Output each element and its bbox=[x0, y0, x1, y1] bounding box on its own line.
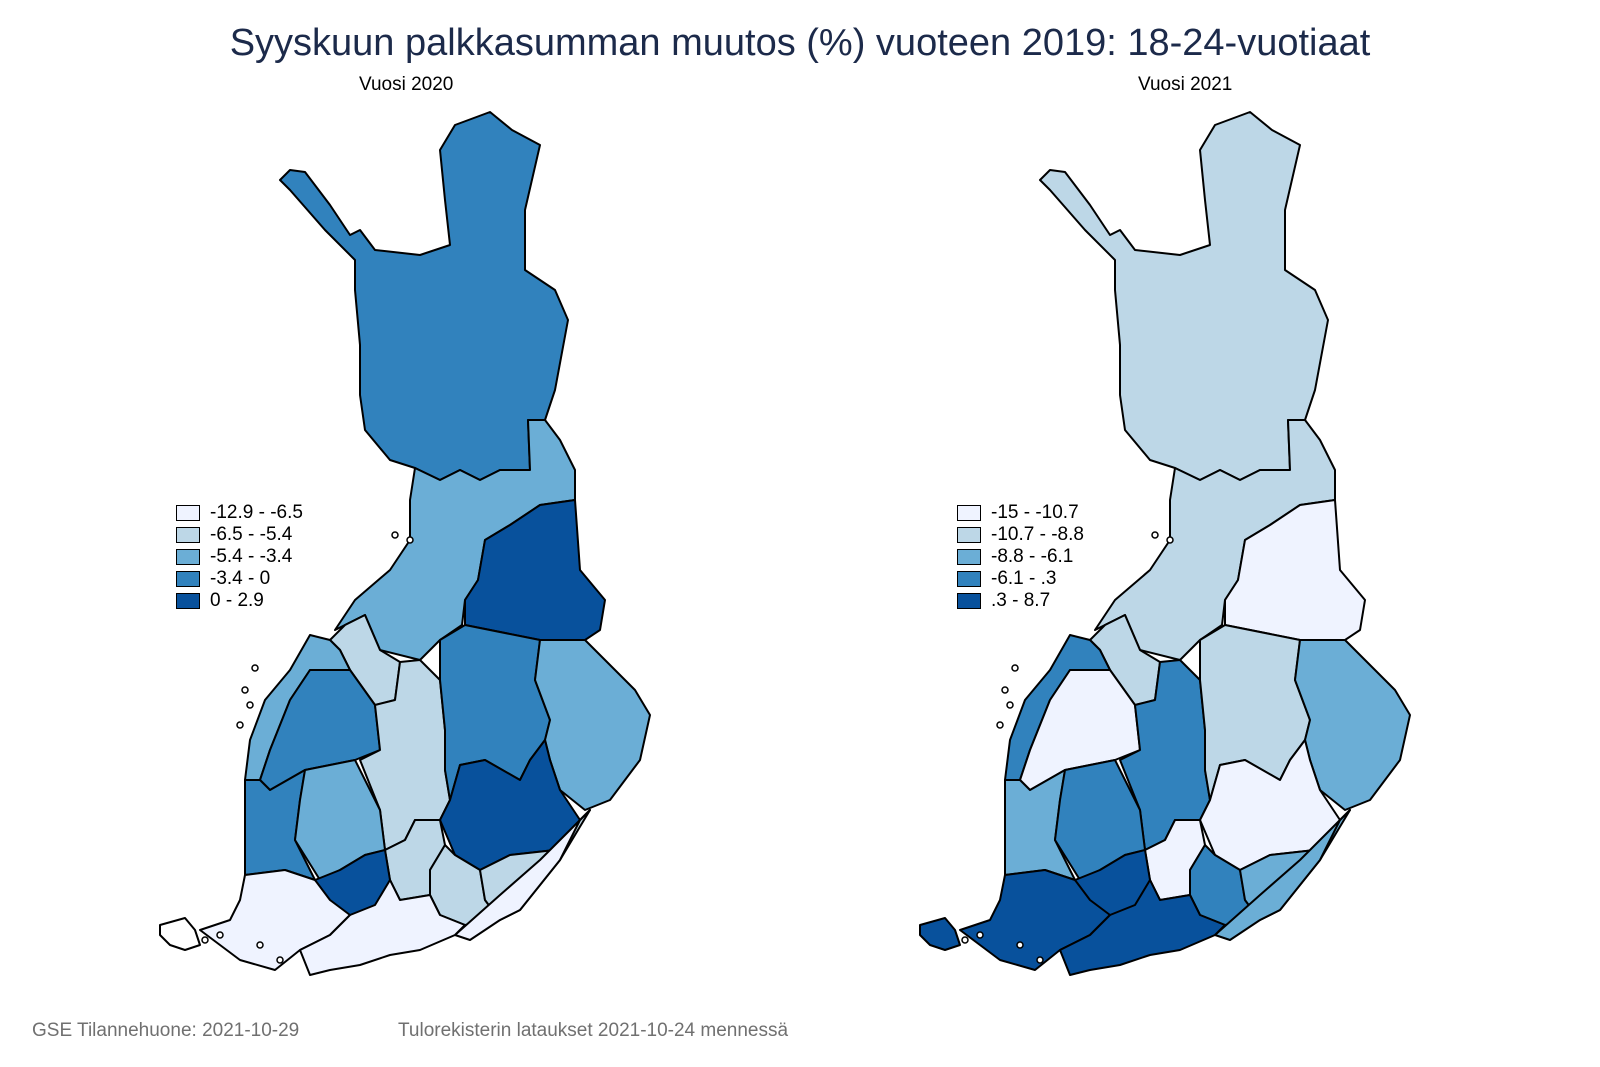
map-subtitle-2021: Vuosi 2021 bbox=[1138, 74, 1233, 95]
legend-swatch bbox=[957, 549, 981, 565]
map-2021 bbox=[919, 111, 1411, 976]
legend-label: -6.5 - -5.4 bbox=[210, 524, 293, 545]
legend-item: -3.4 - 0 bbox=[176, 568, 303, 590]
island bbox=[236, 721, 244, 729]
island bbox=[1016, 941, 1024, 949]
legend-swatch bbox=[957, 571, 981, 587]
footer-source: GSE Tilannehuone: 2021-10-29 bbox=[32, 1020, 300, 1041]
region-lansi-uusimaa bbox=[314, 849, 391, 916]
legend-label: -3.4 - 0 bbox=[210, 568, 271, 589]
legend-swatch bbox=[957, 593, 981, 609]
island bbox=[276, 956, 284, 964]
region-ahvenanmaa bbox=[159, 917, 201, 951]
island bbox=[1151, 531, 1159, 539]
island bbox=[216, 931, 224, 939]
legend-label: -6.1 - .3 bbox=[991, 568, 1057, 589]
legend-item: -15 - -10.7 bbox=[957, 502, 1084, 524]
island bbox=[201, 936, 209, 944]
island bbox=[246, 701, 254, 709]
legend-swatch bbox=[176, 527, 200, 543]
island bbox=[1006, 701, 1014, 709]
legend-swatch bbox=[176, 593, 200, 609]
legend-label: -12.9 - -6.5 bbox=[210, 502, 303, 523]
legend-item: -8.8 - -6.1 bbox=[957, 546, 1084, 568]
region-uusimaa bbox=[299, 879, 466, 976]
island bbox=[406, 536, 414, 544]
legend-item: 0 - 2.9 bbox=[176, 590, 303, 612]
legend-item: -5.4 - -3.4 bbox=[176, 546, 303, 568]
map-subtitle-2020: Vuosi 2020 bbox=[359, 74, 454, 95]
legend-item: -6.1 - .3 bbox=[957, 568, 1084, 590]
island bbox=[251, 664, 259, 672]
legend-2020: -12.9 - -6.5 -6.5 - -5.4 -5.4 - -3.4 -3.4 -… bbox=[176, 502, 303, 612]
island bbox=[256, 941, 264, 949]
legend-label: -10.7 - -8.8 bbox=[991, 524, 1084, 545]
island bbox=[976, 931, 984, 939]
legend-item: -10.7 - -8.8 bbox=[957, 524, 1084, 546]
legend-label: -15 - -10.7 bbox=[991, 502, 1079, 523]
legend-label: -5.4 - -3.4 bbox=[210, 546, 293, 567]
legend-label: -8.8 - -6.1 bbox=[991, 546, 1074, 567]
legend-swatch bbox=[176, 571, 200, 587]
island bbox=[996, 721, 1004, 729]
island bbox=[1011, 664, 1019, 672]
legend-2021: -15 - -10.7 -10.7 - -8.8 -8.8 - -6.1 -6.1 -… bbox=[957, 502, 1084, 612]
legend-swatch bbox=[176, 549, 200, 565]
island bbox=[1166, 536, 1174, 544]
legend-swatch bbox=[957, 505, 981, 521]
legend-item: .3 - 8.7 bbox=[957, 590, 1084, 612]
island bbox=[391, 531, 399, 539]
island bbox=[961, 936, 969, 944]
legend-label: .3 - 8.7 bbox=[991, 590, 1051, 611]
island bbox=[1001, 686, 1009, 694]
region-pohjois-karjala bbox=[1294, 639, 1411, 811]
legend-item: -12.9 - -6.5 bbox=[176, 502, 303, 524]
region-etela-karjala bbox=[454, 809, 591, 941]
legend-item: -6.5 - -5.4 bbox=[176, 524, 303, 546]
map-2020 bbox=[159, 111, 651, 976]
legend-swatch bbox=[957, 527, 981, 543]
region-etela-karjala bbox=[1214, 809, 1351, 941]
footer-data-note: Tulorekisterin lataukset 2021-10-24 menn… bbox=[398, 1020, 789, 1041]
region-lappi bbox=[1039, 111, 1329, 481]
region-lansi-uusimaa bbox=[1074, 849, 1151, 916]
region-pohjois-karjala bbox=[534, 639, 651, 811]
region-uusimaa bbox=[1059, 879, 1226, 976]
region-ahvenanmaa bbox=[919, 917, 961, 951]
island bbox=[1036, 956, 1044, 964]
region-lappi bbox=[279, 111, 569, 481]
island bbox=[241, 686, 249, 694]
chart-title: Syyskuun palkkasumman muutos (%) vuoteen… bbox=[229, 22, 1371, 64]
legend-swatch bbox=[176, 505, 200, 521]
legend-label: 0 - 2.9 bbox=[210, 590, 264, 611]
